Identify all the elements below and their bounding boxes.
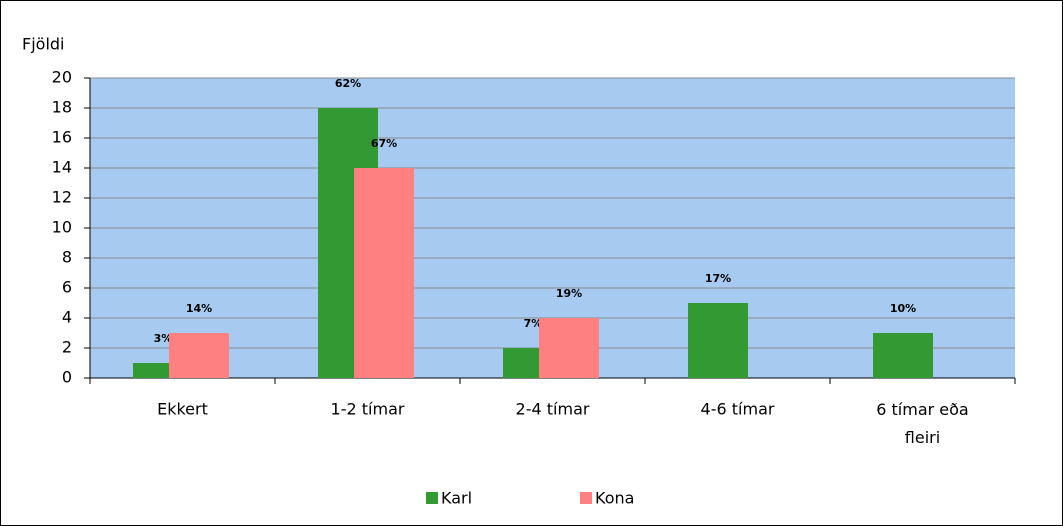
data-label: 62% bbox=[335, 77, 361, 90]
y-tick-label: 2 bbox=[62, 338, 72, 357]
y-tick-label: 12 bbox=[52, 188, 72, 207]
y-tick-label: 20 bbox=[52, 68, 72, 87]
x-tick-label: Ekkert bbox=[157, 400, 208, 419]
y-tick-label: 10 bbox=[52, 218, 72, 237]
data-label: 14% bbox=[186, 302, 212, 315]
y-tick-label: 4 bbox=[62, 308, 72, 327]
y-tick-label: 0 bbox=[62, 368, 72, 387]
bar bbox=[169, 333, 229, 378]
x-tick-label: 4-6 tímar bbox=[701, 400, 775, 419]
x-tick-label: 6 tímar eða fleiri bbox=[876, 400, 968, 447]
y-tick-label: 8 bbox=[62, 248, 72, 267]
x-tick-label: 1-2 tímar bbox=[331, 400, 405, 419]
bar bbox=[539, 318, 599, 378]
legend-swatch bbox=[426, 492, 438, 504]
y-tick-label: 14 bbox=[52, 158, 72, 177]
data-label: 3% bbox=[154, 332, 173, 345]
legend-label: Kona bbox=[595, 489, 634, 508]
bar bbox=[354, 168, 414, 378]
data-label: 17% bbox=[705, 272, 731, 285]
data-label: 67% bbox=[371, 137, 397, 150]
data-label: 10% bbox=[890, 302, 916, 315]
y-tick-label: 16 bbox=[52, 128, 72, 147]
data-label: 7% bbox=[524, 317, 543, 330]
legend-label: Karl bbox=[441, 489, 472, 508]
bar bbox=[873, 333, 933, 378]
bar bbox=[688, 303, 748, 378]
data-label: 19% bbox=[556, 287, 582, 300]
y-tick-label: 18 bbox=[52, 98, 72, 117]
x-tick-label: 2-4 tímar bbox=[516, 400, 590, 419]
legend-swatch bbox=[580, 492, 592, 504]
y-axis-label: Fjöldi bbox=[22, 35, 64, 54]
y-tick-label: 6 bbox=[62, 278, 72, 297]
